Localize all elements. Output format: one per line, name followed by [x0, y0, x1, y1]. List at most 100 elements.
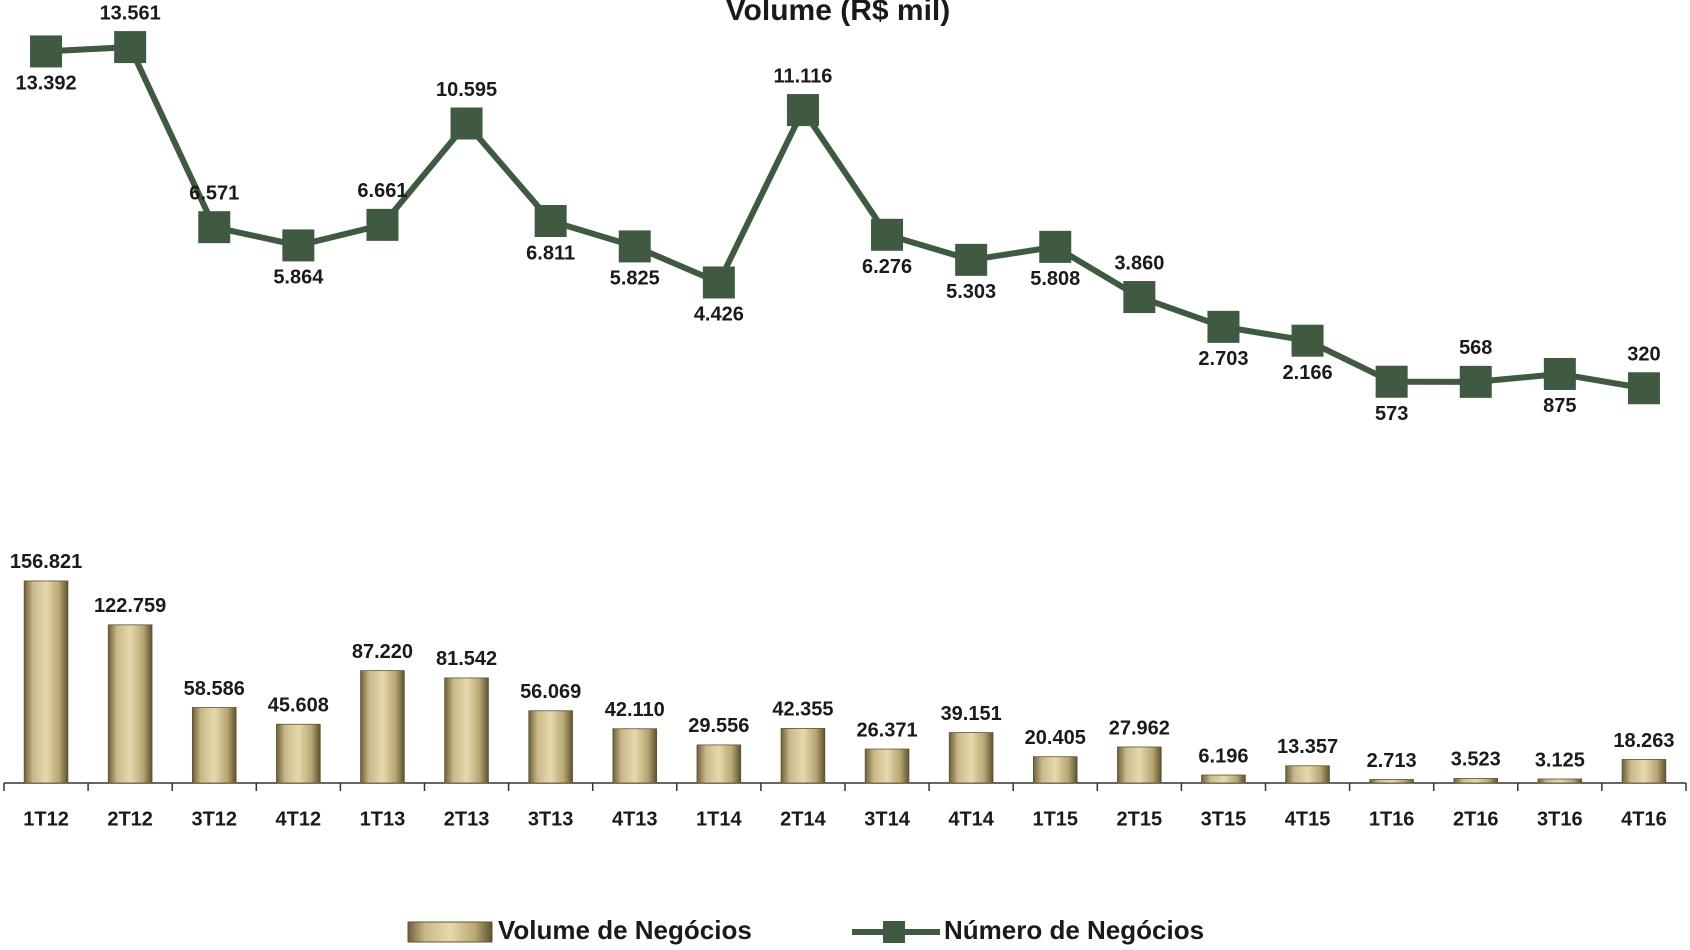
bar	[360, 670, 405, 784]
line-value-label: 2.703	[1198, 348, 1248, 370]
x-tick-label: 2T13	[444, 808, 490, 830]
bar-value-label: 56.069	[520, 681, 581, 703]
line-value-label: 568	[1459, 337, 1492, 359]
bar	[1032, 756, 1078, 784]
x-tick-label: 3T12	[191, 808, 237, 830]
bar-value-label: 42.110	[605, 699, 665, 721]
x-tick-label: 4T12	[276, 808, 322, 830]
line-marker	[1291, 324, 1324, 357]
bar-value-label: 122.759	[94, 595, 166, 617]
line-marker	[534, 205, 567, 238]
line-value-label: 5.808	[1030, 268, 1080, 290]
x-tick-label: 4T16	[1621, 808, 1667, 830]
line-marker	[1543, 357, 1576, 390]
line-marker	[198, 211, 231, 244]
bar	[444, 677, 489, 784]
x-tick-label: 3T14	[864, 808, 910, 830]
bar-value-label: 29.556	[688, 715, 749, 737]
line-marker	[786, 94, 819, 127]
x-tick-label: 3T16	[1537, 808, 1583, 830]
x-tick-label: 4T14	[948, 808, 994, 830]
x-tick-label: 2T15	[1117, 808, 1163, 830]
x-tick-label: 1T15	[1032, 808, 1078, 830]
chart-title: Volume (R$ mil)	[726, 0, 950, 27]
line-value-label: 573	[1375, 403, 1408, 425]
line-value-label: 6.811	[526, 242, 575, 264]
line-marker	[702, 266, 735, 299]
x-tick-label: 3T15	[1201, 808, 1247, 830]
line-marker	[30, 35, 63, 68]
line-marker	[618, 230, 651, 263]
line-value-label: 5.864	[273, 267, 324, 289]
bar-value-label: 81.542	[436, 648, 497, 670]
bar	[1537, 778, 1583, 784]
bar-value-label: 58.586	[184, 678, 245, 700]
bar-value-label: 26.371	[856, 719, 917, 741]
bar	[1117, 746, 1162, 784]
line-value-label: 320	[1627, 344, 1660, 366]
bar-value-label: 2.713	[1367, 750, 1417, 772]
line-value-label: 11.116	[773, 65, 832, 87]
line-marker	[366, 208, 399, 241]
bar-value-label: 27.962	[1109, 717, 1170, 739]
bar	[1201, 774, 1246, 784]
bar-value-label: 3.125	[1535, 749, 1585, 771]
x-tick-label: 1T14	[696, 808, 742, 830]
x-tick-label: 4T15	[1285, 808, 1331, 830]
bar	[612, 728, 658, 784]
legend-swatch	[407, 921, 493, 943]
bar	[107, 624, 153, 784]
x-tick-label: 2T16	[1453, 808, 1499, 830]
bar-value-label: 13.357	[1277, 736, 1338, 758]
line-marker	[1123, 281, 1156, 314]
legend-label: Número de Negócios	[944, 915, 1204, 945]
x-tick-label: 1T13	[360, 808, 406, 830]
line-marker	[955, 243, 988, 276]
line-marker	[114, 31, 147, 64]
bar-value-label: 18.263	[1613, 730, 1674, 752]
line-value-label: 5.825	[610, 268, 660, 290]
x-tick-label: 2T12	[107, 808, 153, 830]
bar	[1369, 779, 1414, 784]
line-value-label: 6.276	[862, 256, 912, 278]
line-value-label: 2.166	[1283, 362, 1333, 384]
line-marker	[871, 218, 904, 251]
bar	[191, 707, 237, 784]
bar	[864, 748, 910, 784]
bar	[696, 744, 742, 784]
x-tick-label: 3T13	[528, 808, 574, 830]
line-value-label: 13.561	[100, 2, 161, 24]
line-marker	[1207, 310, 1240, 343]
bar	[23, 580, 69, 784]
bar	[1285, 765, 1330, 784]
bar	[948, 732, 994, 784]
x-tick-label: 4T13	[612, 808, 658, 830]
line-value-label: 3.860	[1114, 252, 1164, 274]
line-value-label: 6.661	[357, 180, 407, 202]
line-marker	[1459, 365, 1492, 398]
line-marker	[1039, 230, 1072, 263]
x-tick-label: 2T14	[780, 808, 826, 830]
bar-value-label: 45.608	[268, 695, 329, 717]
line-value-label: 5.303	[946, 281, 996, 303]
bar-value-label: 20.405	[1025, 727, 1086, 749]
bar-value-label: 87.220	[352, 641, 413, 663]
line-value-label: 4.426	[694, 304, 744, 326]
bar	[780, 728, 826, 784]
line-value-label: 875	[1543, 395, 1576, 417]
line-value-label: 6.571	[189, 182, 239, 204]
x-tick-label: 1T16	[1369, 808, 1415, 830]
legend-swatch	[883, 921, 905, 943]
line-marker	[282, 229, 315, 262]
line-marker	[1627, 372, 1660, 405]
bar	[528, 710, 573, 784]
bar-value-label: 3.523	[1451, 749, 1501, 771]
bar	[1453, 778, 1499, 784]
line-value-label: 13.392	[15, 73, 76, 95]
legend-label: Volume de Negócios	[498, 915, 752, 945]
line-value-label: 10.595	[436, 79, 497, 101]
line-marker	[1375, 365, 1408, 398]
bar	[1621, 759, 1667, 784]
bar-value-label: 6.196	[1198, 745, 1248, 767]
